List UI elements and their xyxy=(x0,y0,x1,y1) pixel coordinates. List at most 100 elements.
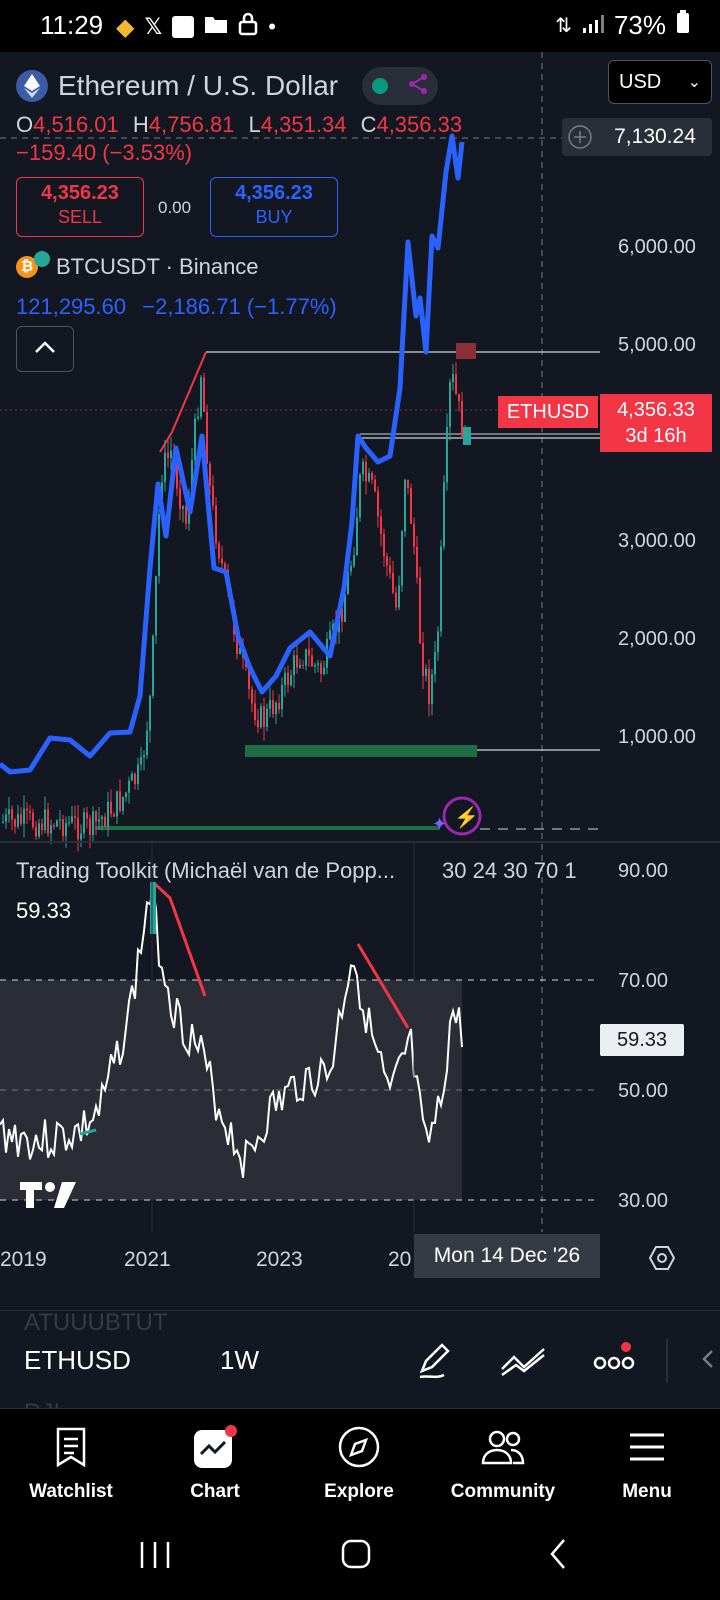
candle-body xyxy=(104,816,106,827)
candle-body xyxy=(368,473,370,482)
candle-body xyxy=(107,801,109,827)
back-button[interactable] xyxy=(548,1538,568,1575)
candle-body xyxy=(71,816,73,823)
candle-body xyxy=(272,700,274,715)
candle-body xyxy=(50,825,52,834)
candle-body xyxy=(206,411,208,464)
rsi-tick-50: 50.00 xyxy=(618,1080,669,1102)
more-button[interactable] xyxy=(592,1341,636,1386)
candle-body xyxy=(44,809,46,831)
symbol-header[interactable]: Ethereum / U.S. Dollar xyxy=(16,67,439,105)
tradingview-logo[interactable] xyxy=(18,1178,80,1215)
nav-chart-label: Chart xyxy=(190,1481,240,1502)
candle-body xyxy=(11,809,13,820)
candle-body xyxy=(344,594,346,622)
nav-explore[interactable]: Explore xyxy=(294,1421,424,1503)
candle-body xyxy=(377,491,379,517)
candle-body xyxy=(182,506,184,509)
last-price-tag: 4,356.33 3d 16h xyxy=(600,394,712,452)
candle-body xyxy=(332,623,334,631)
candle-body xyxy=(119,791,121,811)
svg-text:⚡: ⚡ xyxy=(454,805,479,829)
indicators-button[interactable] xyxy=(500,1341,546,1386)
market-open-icon xyxy=(371,78,388,94)
candle-body xyxy=(293,655,295,676)
compass-icon xyxy=(338,1426,380,1468)
add-icon[interactable] xyxy=(562,124,598,150)
candle-body xyxy=(26,808,28,811)
rsi-tick-30: 30.00 xyxy=(618,1190,669,1212)
candle-body xyxy=(365,462,367,482)
price-tick-5000: 5,000.00 xyxy=(618,334,696,356)
toolbar-symbol[interactable]: ETHUSD xyxy=(24,1345,131,1375)
rsi-oversold-mark xyxy=(79,1128,97,1136)
toolbar-interval[interactable]: 1W xyxy=(220,1345,259,1375)
chart-icon xyxy=(194,1425,237,1468)
candle-body xyxy=(461,401,463,439)
price-chart[interactable]: ⚡ ✦ xyxy=(0,52,720,1310)
chart-settings-button[interactable] xyxy=(648,1244,676,1277)
candle-body xyxy=(62,819,64,837)
home-button[interactable] xyxy=(340,1538,372,1575)
expand-arrow-icon[interactable] xyxy=(700,1349,716,1374)
candle-body xyxy=(254,703,256,721)
bar-countdown: 3d 16h xyxy=(625,425,687,447)
candle-body xyxy=(359,474,361,518)
share-icon[interactable] xyxy=(407,73,429,100)
symbol-title[interactable]: Ethereum / U.S. Dollar xyxy=(58,70,339,101)
candle-body xyxy=(260,706,262,728)
candle-body xyxy=(389,565,391,573)
indicator-title[interactable]: Trading Toolkit (Michaël van de Popp... xyxy=(16,858,396,883)
back-icon xyxy=(550,1539,565,1569)
price-change: −159.40 (−3.53%) xyxy=(16,140,193,165)
candle-body xyxy=(5,814,7,822)
candle-body xyxy=(194,418,196,461)
candle-body xyxy=(122,797,124,811)
symbol-price-tag: ETHUSD xyxy=(498,396,598,428)
candle-body xyxy=(98,819,100,822)
recent-apps-button[interactable] xyxy=(138,1540,172,1575)
nav-chart[interactable]: Chart xyxy=(150,1421,280,1503)
candle-body xyxy=(158,514,160,577)
more-icon xyxy=(593,1342,635,1370)
drawing-tool-button[interactable] xyxy=(414,1341,454,1386)
ethereum-icon xyxy=(16,70,48,102)
currency-select[interactable]: USD ⌄ xyxy=(608,60,712,104)
open-label: O xyxy=(16,112,34,137)
buy-button[interactable]: 4,356.23 BUY xyxy=(210,177,338,237)
candle-body xyxy=(95,811,97,822)
candle-body xyxy=(320,663,322,675)
candle-body xyxy=(170,450,172,458)
candle-body xyxy=(32,812,34,828)
status-pill[interactable] xyxy=(362,67,439,105)
candles xyxy=(2,362,466,852)
chevron-down-icon: ⌄ xyxy=(687,74,701,91)
candle-body xyxy=(14,819,16,827)
crosshair-price-label[interactable]: 7,130.24 xyxy=(562,118,712,156)
collapse-legend-button[interactable] xyxy=(16,326,74,372)
candle-body xyxy=(329,630,331,640)
price-tick-2000: 2,000.00 xyxy=(618,628,696,650)
candle-body xyxy=(29,810,31,813)
candle-body xyxy=(299,664,301,668)
nav-menu[interactable]: Menu xyxy=(582,1421,712,1503)
candle-body xyxy=(137,764,139,785)
rsi-divergence-1 xyxy=(153,882,207,997)
candle-body xyxy=(2,821,4,823)
sell-label: SELL xyxy=(57,207,103,227)
candle-body xyxy=(452,374,454,382)
price-tick-6000: 6,000.00 xyxy=(618,236,696,258)
pencil-icon xyxy=(419,1343,450,1379)
binance-icon: ◆ xyxy=(116,13,135,41)
current-zone xyxy=(463,427,471,445)
rsi-divergence-2 xyxy=(356,943,410,1029)
nav-community[interactable]: Community xyxy=(438,1421,568,1503)
nav-watchlist[interactable]: Watchlist xyxy=(6,1421,136,1503)
compare-legend[interactable]: ₿ BTCUSDT · Binance xyxy=(16,251,259,280)
sell-button[interactable]: 4,356.23 SELL xyxy=(16,177,144,237)
candle-body xyxy=(35,827,37,837)
crosshair-price: 7,130.24 xyxy=(614,125,696,148)
candle-body xyxy=(92,811,94,835)
candle-body xyxy=(449,381,451,428)
chart-area[interactable]: ⚡ ✦ Ethereum / U.S. Dollar USD ⌄ O4,516.… xyxy=(0,52,720,1310)
